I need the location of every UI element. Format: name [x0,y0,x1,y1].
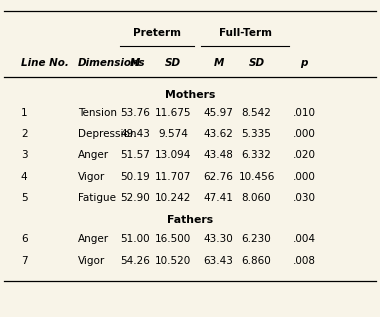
Text: 49.43: 49.43 [120,129,150,139]
Text: 43.48: 43.48 [204,150,233,160]
Text: Line No.: Line No. [21,58,69,68]
Text: 6.860: 6.860 [242,256,271,266]
Text: 10.520: 10.520 [155,256,191,266]
Text: 45.97: 45.97 [204,107,233,118]
Text: M: M [130,58,140,68]
Text: .004: .004 [293,234,315,244]
Text: 62.76: 62.76 [204,171,233,182]
Text: Vigor: Vigor [78,256,105,266]
Text: .000: .000 [293,129,315,139]
Text: Preterm: Preterm [133,28,181,38]
Text: 6.332: 6.332 [242,150,271,160]
Text: Vigor: Vigor [78,171,105,182]
Text: 6: 6 [21,234,27,244]
Text: 1: 1 [21,107,27,118]
Text: 5.335: 5.335 [242,129,271,139]
Text: 63.43: 63.43 [204,256,233,266]
Text: M: M [213,58,224,68]
Text: 51.57: 51.57 [120,150,150,160]
Text: 11.675: 11.675 [155,107,191,118]
Text: Depression: Depression [78,129,136,139]
Text: 54.26: 54.26 [120,256,150,266]
Text: .000: .000 [293,171,315,182]
Text: 53.76: 53.76 [120,107,150,118]
Text: 47.41: 47.41 [204,193,233,203]
Text: 43.62: 43.62 [204,129,233,139]
Text: 50.19: 50.19 [120,171,150,182]
Text: Full-Term: Full-Term [218,28,272,38]
Text: 51.00: 51.00 [120,234,150,244]
Text: 8.542: 8.542 [242,107,271,118]
Text: .030: .030 [293,193,315,203]
Text: .008: .008 [293,256,315,266]
Text: 10.242: 10.242 [155,193,191,203]
Text: 3: 3 [21,150,27,160]
Text: 2: 2 [21,129,27,139]
Text: Fatigue: Fatigue [78,193,116,203]
Text: .010: .010 [293,107,315,118]
Text: 52.90: 52.90 [120,193,150,203]
Text: 9.574: 9.574 [158,129,188,139]
Text: p: p [300,58,308,68]
Text: Anger: Anger [78,234,109,244]
Text: 13.094: 13.094 [155,150,191,160]
Text: 7: 7 [21,256,27,266]
Text: 8.060: 8.060 [242,193,271,203]
Text: SD: SD [165,58,181,68]
Text: 6.230: 6.230 [242,234,271,244]
Text: Fathers: Fathers [167,215,213,225]
Text: 5: 5 [21,193,27,203]
Text: 10.456: 10.456 [238,171,275,182]
Text: 11.707: 11.707 [155,171,191,182]
Text: Tension: Tension [78,107,117,118]
Text: Mothers: Mothers [165,90,215,100]
Text: Dimensions: Dimensions [78,58,146,68]
Text: .020: .020 [293,150,315,160]
Text: 43.30: 43.30 [204,234,233,244]
Text: 4: 4 [21,171,27,182]
Text: Anger: Anger [78,150,109,160]
Text: SD: SD [249,58,264,68]
Text: 16.500: 16.500 [155,234,191,244]
